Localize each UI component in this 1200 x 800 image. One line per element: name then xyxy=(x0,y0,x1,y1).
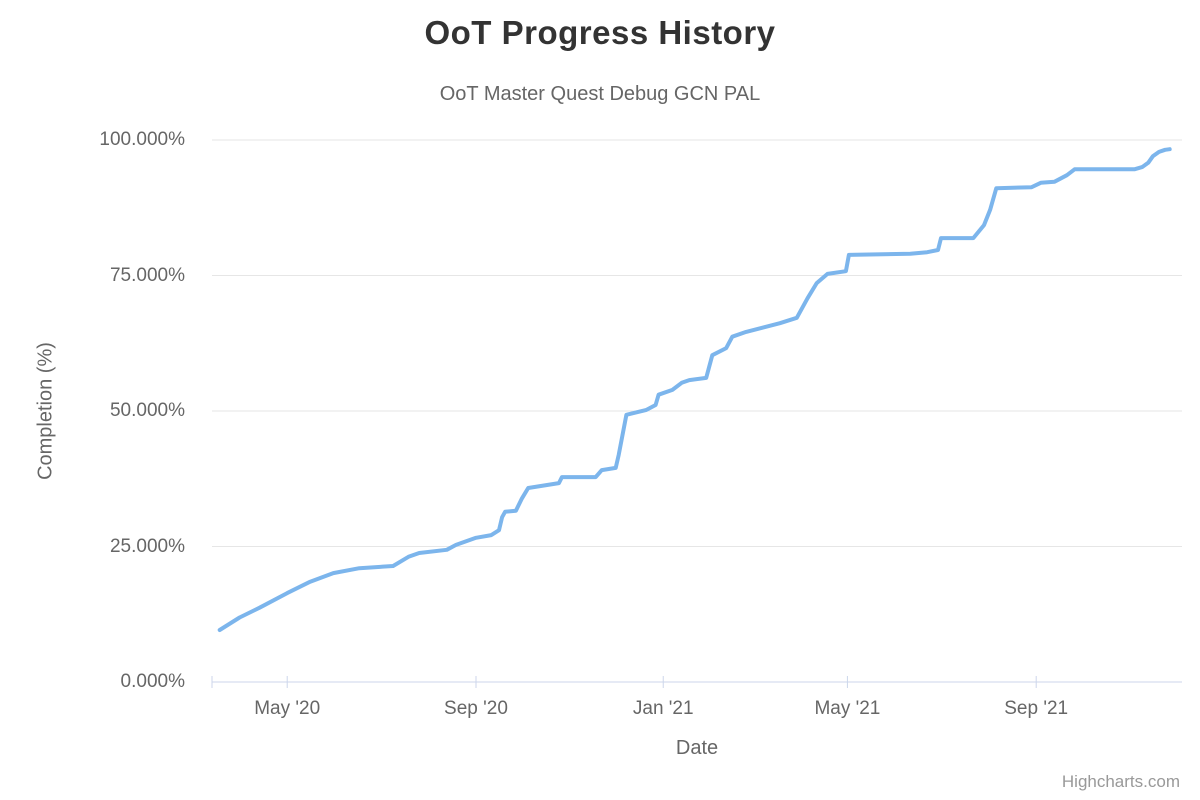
y-tick-label: 100.000% xyxy=(99,129,185,150)
x-tick-label: May '21 xyxy=(814,698,881,719)
series-line[interactable] xyxy=(217,147,1172,632)
y-tick-label: 75.000% xyxy=(109,264,185,286)
x-tick-label: May '20 xyxy=(254,698,321,719)
y-tick-label: 25.000% xyxy=(109,535,185,557)
x-tick-label: Jan '21 xyxy=(632,698,694,719)
y-tick-label: 0.000% xyxy=(120,671,185,692)
chart-subtitle: OoT Master Quest Debug GCN PAL xyxy=(439,83,761,105)
highcharts-credit-link[interactable]: Highcharts.com xyxy=(1061,772,1180,791)
y-tick-label: 50.000% xyxy=(109,400,185,421)
y-axis-title: Completion (%) xyxy=(34,342,57,480)
x-tick-label: Sep '21 xyxy=(1004,698,1069,719)
x-tick-label: Sep '20 xyxy=(444,698,508,719)
chart-title: OoT Progress History xyxy=(424,14,776,51)
x-axis-title: Date xyxy=(675,737,719,759)
